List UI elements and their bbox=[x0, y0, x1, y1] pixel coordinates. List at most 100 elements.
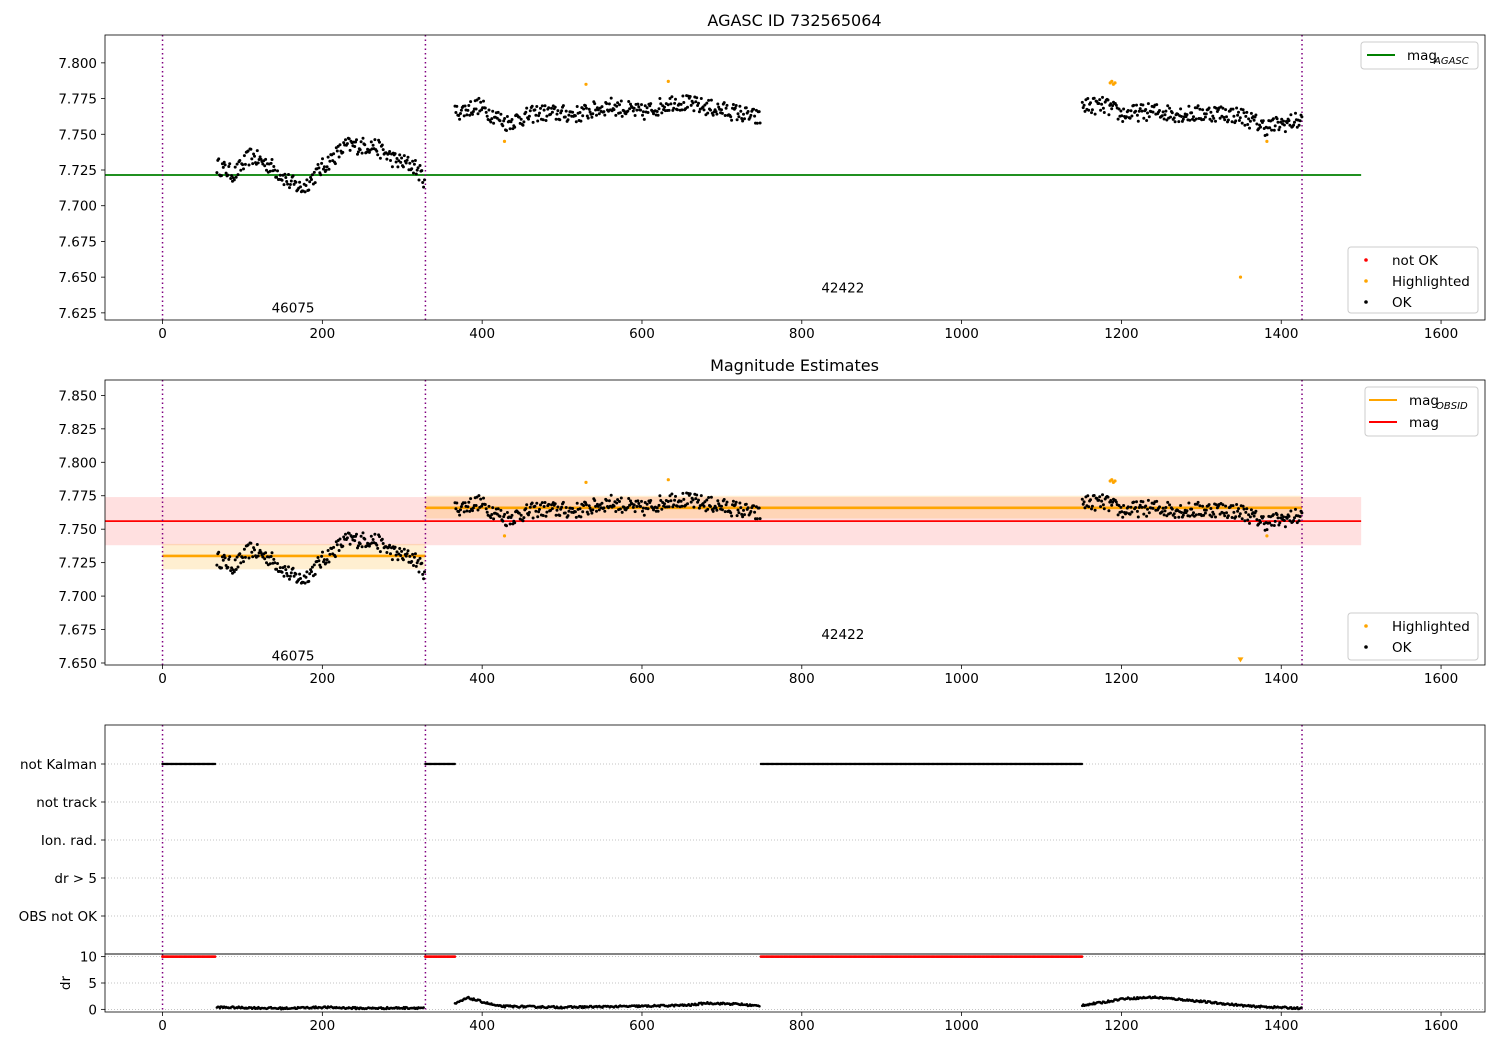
ok-point bbox=[1292, 123, 1296, 127]
ok-point bbox=[536, 119, 540, 123]
ok-point bbox=[471, 110, 475, 113]
ok-point bbox=[631, 505, 635, 509]
ok-point bbox=[669, 102, 673, 106]
ok-point bbox=[459, 508, 462, 512]
ok-point bbox=[607, 102, 611, 106]
ok-point bbox=[398, 153, 402, 157]
ok-point bbox=[1276, 120, 1280, 124]
ok-point bbox=[697, 101, 700, 105]
ok-point bbox=[272, 165, 276, 168]
legend-label: OK bbox=[1392, 640, 1413, 656]
ok-point bbox=[355, 532, 358, 536]
ok-point bbox=[1198, 107, 1202, 111]
ok-point bbox=[540, 501, 544, 505]
ok-point bbox=[564, 506, 568, 509]
ok-point bbox=[327, 560, 331, 564]
ok-point bbox=[616, 101, 620, 105]
y-tick-label: 7.625 bbox=[58, 306, 97, 322]
ok-point bbox=[482, 99, 485, 103]
ok-point bbox=[344, 138, 347, 142]
ok-point bbox=[597, 508, 601, 512]
ok-point bbox=[1275, 117, 1279, 121]
ok-point bbox=[550, 110, 554, 114]
ok-point bbox=[1235, 503, 1239, 506]
ok-point bbox=[691, 498, 695, 502]
ok-point bbox=[408, 161, 412, 165]
ok-point bbox=[287, 173, 290, 176]
ok-point bbox=[405, 158, 409, 162]
y-tick-label: 7.800 bbox=[58, 455, 97, 471]
ok-point bbox=[234, 568, 238, 571]
ok-point bbox=[659, 499, 663, 502]
ok-point bbox=[1080, 497, 1084, 501]
ok-point bbox=[558, 514, 562, 517]
ok-point bbox=[679, 102, 683, 106]
ok-point bbox=[510, 513, 514, 517]
ok-point bbox=[564, 109, 568, 113]
ok-point bbox=[312, 170, 316, 174]
ok-point bbox=[1194, 513, 1198, 517]
ok-point bbox=[322, 165, 326, 169]
ok-point bbox=[455, 104, 459, 108]
ok-point bbox=[215, 563, 219, 567]
x-tick-label: 800 bbox=[789, 671, 815, 687]
ok-point bbox=[1086, 97, 1090, 100]
ok-point bbox=[1187, 501, 1191, 505]
ok-point bbox=[355, 138, 358, 142]
ok-point bbox=[633, 114, 637, 117]
ok-point bbox=[282, 574, 286, 578]
ok-point bbox=[1147, 115, 1151, 119]
ok-point bbox=[729, 511, 733, 515]
ok-point bbox=[680, 108, 684, 112]
ok-point bbox=[1101, 95, 1104, 99]
ok-point bbox=[389, 552, 392, 556]
ok-point bbox=[1259, 520, 1262, 524]
ok-point bbox=[1276, 516, 1280, 520]
ok-point bbox=[454, 111, 458, 114]
ok-point bbox=[338, 537, 342, 541]
ok-point bbox=[369, 140, 373, 144]
ok-point bbox=[741, 515, 745, 519]
ok-point bbox=[420, 561, 424, 565]
ok-point bbox=[335, 149, 339, 153]
y-tick-label: 5 bbox=[88, 976, 97, 992]
ok-point bbox=[328, 159, 332, 163]
ok-point bbox=[738, 104, 742, 108]
ok-point bbox=[369, 534, 373, 538]
ok-point bbox=[1294, 111, 1297, 115]
ok-point bbox=[242, 167, 245, 171]
ok-point bbox=[285, 571, 289, 575]
legend-label: not OK bbox=[1392, 253, 1439, 269]
ok-point bbox=[545, 510, 549, 514]
ok-point bbox=[749, 510, 753, 513]
ok-point bbox=[556, 505, 560, 509]
ok-point bbox=[1234, 515, 1238, 519]
ok-point bbox=[1107, 509, 1111, 513]
ok-point bbox=[270, 551, 274, 555]
ok-point bbox=[385, 157, 389, 161]
ok-point bbox=[263, 164, 267, 168]
ok-point bbox=[563, 115, 567, 119]
ok-point bbox=[738, 501, 742, 505]
ok-point bbox=[1298, 515, 1302, 518]
ok-point bbox=[421, 572, 425, 576]
ok-point bbox=[730, 118, 734, 122]
ok-point bbox=[1137, 109, 1141, 113]
ok-point bbox=[673, 498, 677, 502]
ok-point bbox=[253, 548, 256, 552]
ok-point bbox=[1222, 511, 1226, 515]
ok-point bbox=[1098, 495, 1102, 499]
ok-point bbox=[544, 119, 548, 122]
ok-point bbox=[600, 105, 604, 109]
ok-point bbox=[1278, 521, 1282, 525]
ok-point bbox=[477, 494, 481, 498]
ok-point bbox=[541, 514, 545, 517]
ok-point bbox=[1204, 112, 1208, 116]
ok-point bbox=[584, 106, 588, 110]
ok-point bbox=[1082, 500, 1086, 504]
ok-point bbox=[1246, 518, 1250, 522]
ok-point bbox=[1271, 513, 1275, 517]
ok-point bbox=[714, 506, 718, 510]
ok-point bbox=[1136, 515, 1140, 519]
legend-box bbox=[1347, 612, 1479, 661]
